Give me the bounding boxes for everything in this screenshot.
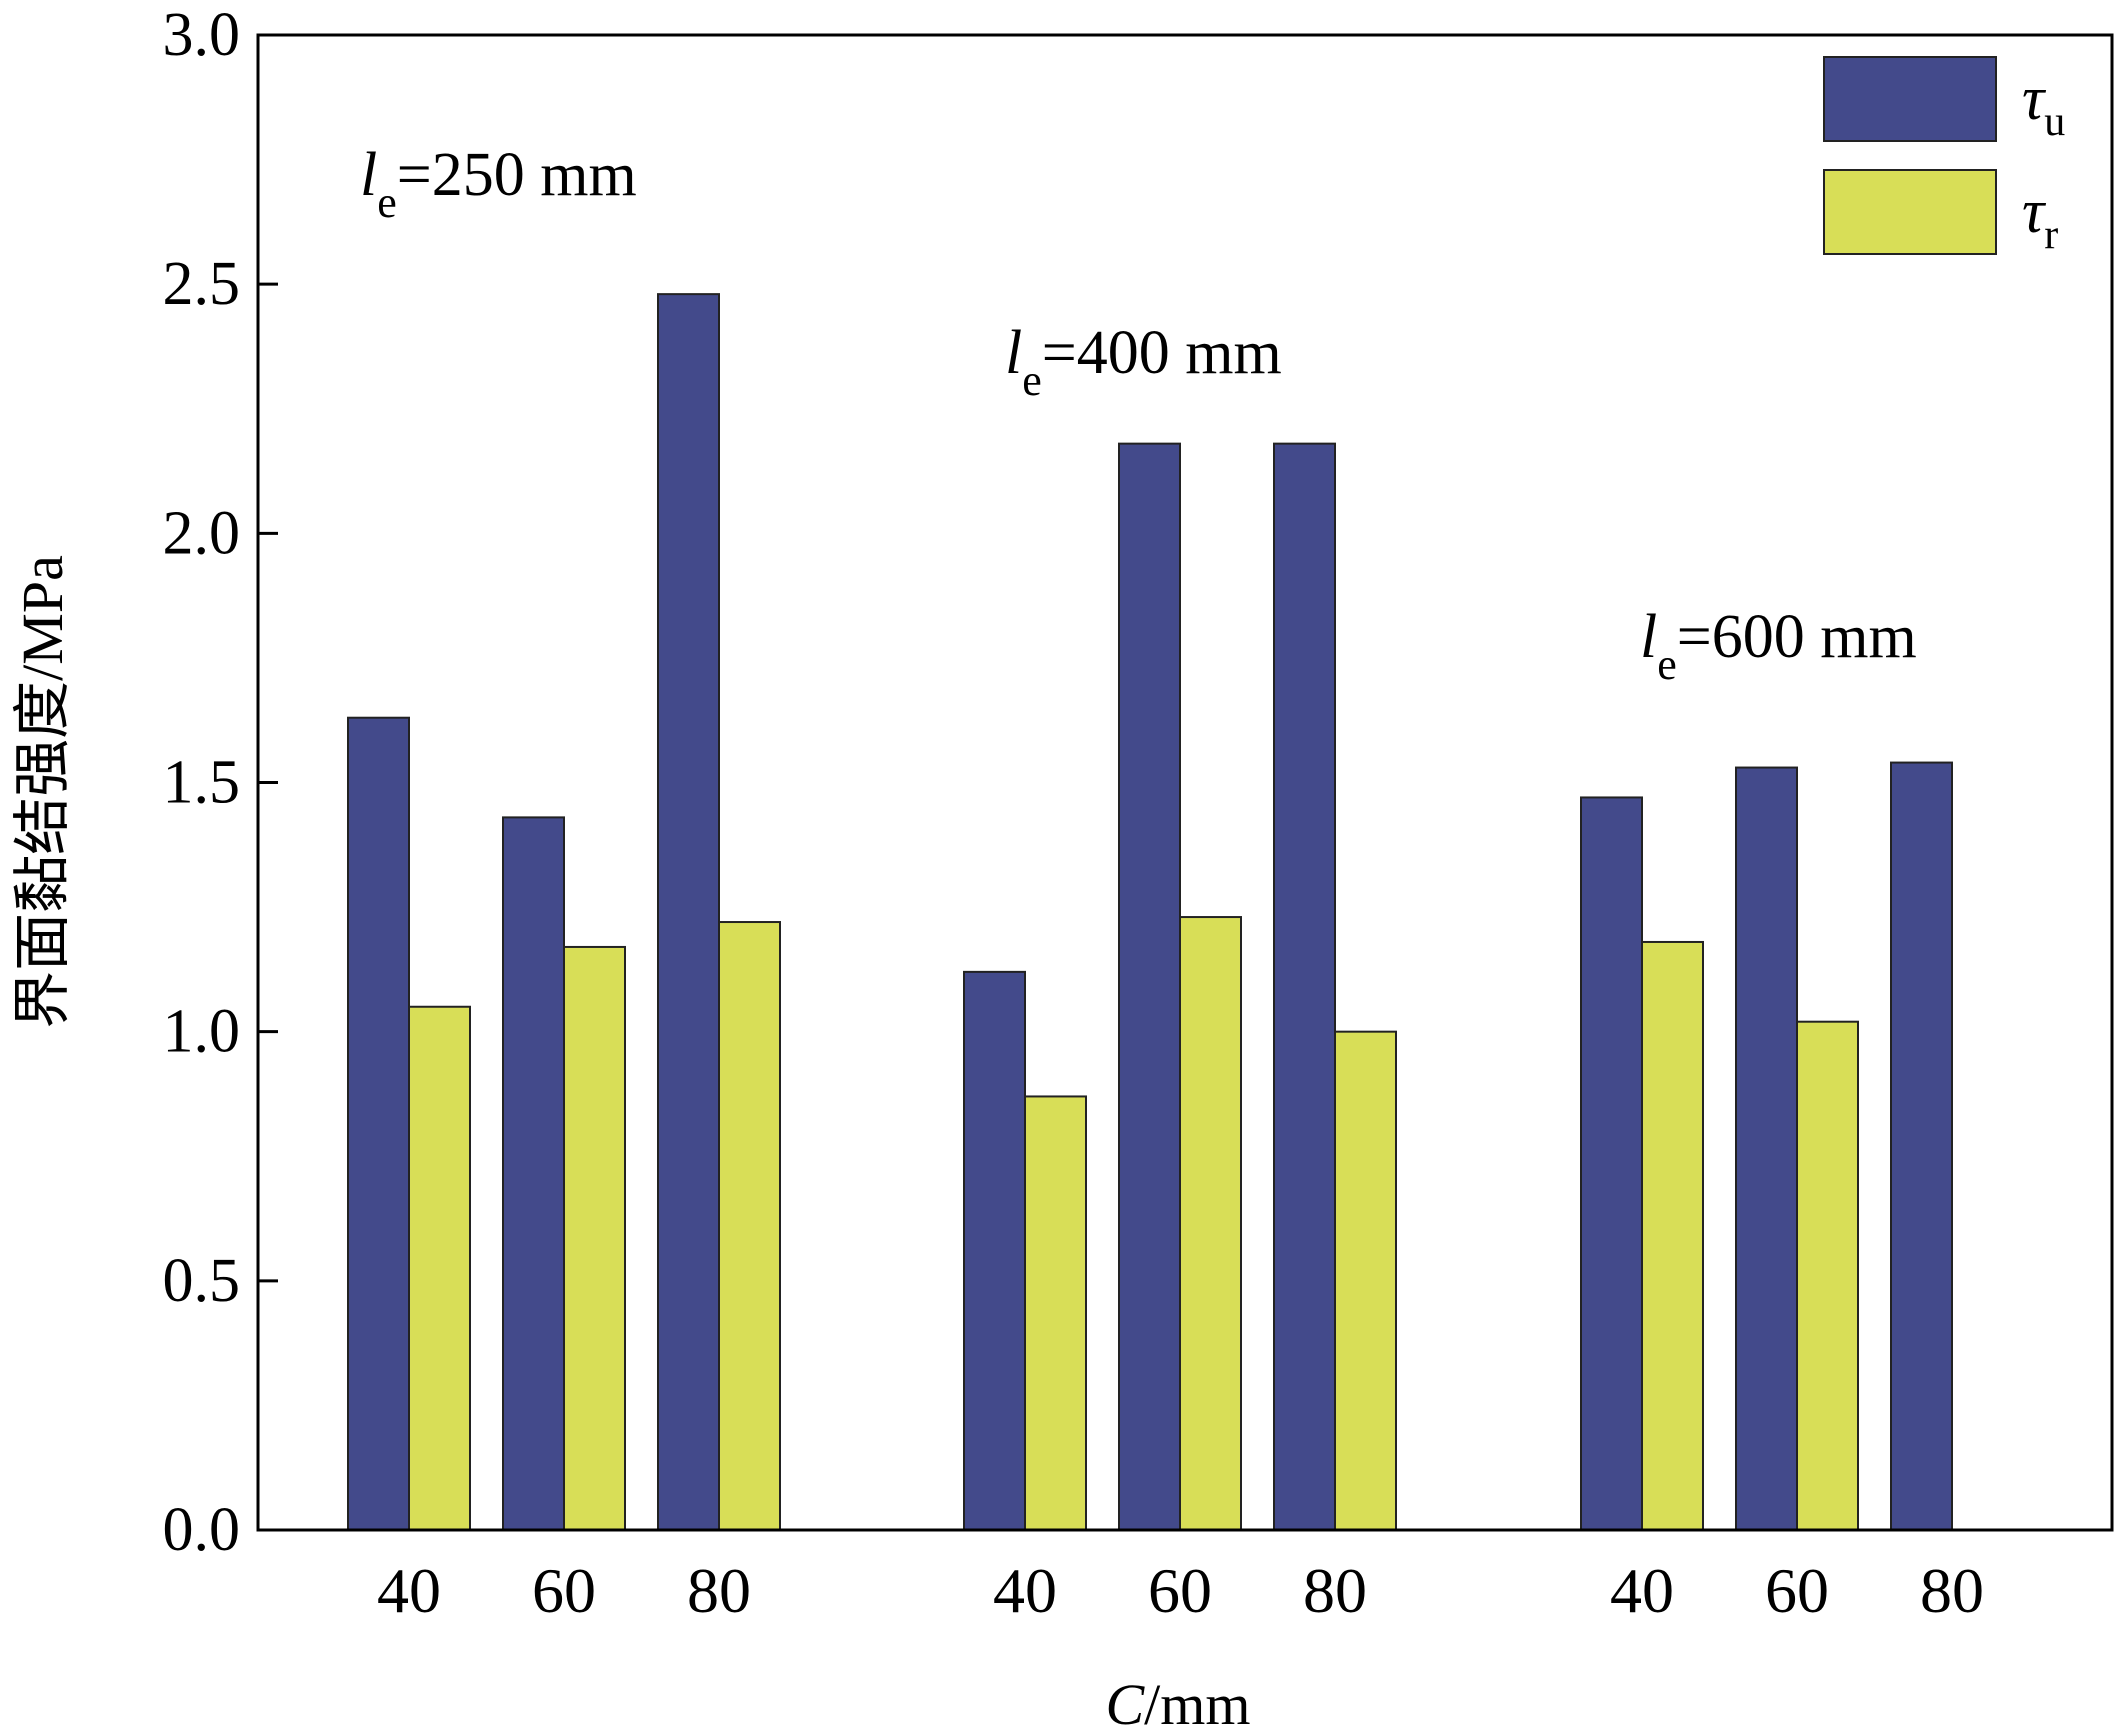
bar-tau-r xyxy=(408,1005,471,1531)
x-tick-label: 60 xyxy=(1765,1555,1829,1626)
x-tick-label: 80 xyxy=(1303,1555,1367,1626)
group-label-value: =250 mm xyxy=(397,141,637,209)
x-tick-label: 40 xyxy=(993,1555,1057,1626)
bar-tau-u xyxy=(1273,442,1336,1532)
legend-label: τu xyxy=(2022,65,2065,145)
bar-tau-r xyxy=(1179,916,1242,1531)
x-axis-label-symbol: C xyxy=(1105,1672,1145,1734)
legend-swatch xyxy=(1823,169,1997,255)
group-label: le=400 mm xyxy=(1005,319,1282,405)
bar-tau-u xyxy=(1118,442,1181,1532)
bar-tau-u xyxy=(347,716,410,1531)
y-tick-label: 1.5 xyxy=(163,749,241,817)
bar-tau-r xyxy=(718,921,781,1531)
y-tick-label: 0.0 xyxy=(163,1496,241,1564)
bar-tau-r xyxy=(1334,1030,1397,1531)
bars-layer xyxy=(347,293,1953,1532)
y-tick-label: 2.0 xyxy=(163,499,241,567)
x-tick-label: 80 xyxy=(687,1555,751,1626)
group-label-value: =600 mm xyxy=(1677,603,1917,671)
group-label-subscript: e xyxy=(1022,356,1042,405)
group-label-subscript: e xyxy=(1657,640,1677,689)
x-tick-label: 60 xyxy=(532,1555,596,1626)
bar-tau-u xyxy=(1735,766,1798,1531)
group-label-symbol: l xyxy=(360,141,377,209)
legend-label-subscript: r xyxy=(2044,212,2058,258)
x-tick-label: 80 xyxy=(1920,1555,1984,1626)
group-label-symbol: l xyxy=(1640,603,1657,671)
legend-swatch xyxy=(1823,56,1997,142)
group-label-symbol: l xyxy=(1005,319,1022,387)
bar-tau-u xyxy=(1580,796,1643,1531)
bar-tau-u xyxy=(1890,761,1953,1531)
legend-label-symbol: τ xyxy=(2022,65,2047,133)
bar-tau-r xyxy=(1641,940,1704,1531)
legend-label-symbol: τ xyxy=(2022,178,2047,246)
bar-tau-r xyxy=(563,945,626,1531)
legend-label: τr xyxy=(2022,178,2058,258)
bar-tau-u xyxy=(657,293,720,1532)
y-tick-label: 3.0 xyxy=(163,1,241,69)
bar-tau-u xyxy=(963,970,1026,1531)
group-label: le=600 mm xyxy=(1640,603,1917,689)
y-axis-label: 界面黏结强度/MPa xyxy=(10,555,75,1029)
x-axis: 40 60 80 40 60 80 40 60 80 xyxy=(377,1555,1984,1626)
x-tick-label: 40 xyxy=(377,1555,441,1626)
y-tick-label: 2.5 xyxy=(163,250,241,318)
bar-tau-u xyxy=(502,816,565,1531)
x-axis-label-unit: /mm xyxy=(1144,1672,1250,1734)
x-tick-label: 40 xyxy=(1610,1555,1674,1626)
y-tick-label: 0.5 xyxy=(163,1247,241,1315)
x-tick-label: 60 xyxy=(1148,1555,1212,1626)
group-label: le=250 mm xyxy=(360,141,637,227)
bar-tau-r xyxy=(1024,1095,1087,1531)
group-label-value: =400 mm xyxy=(1042,319,1282,387)
legend-label-subscript: u xyxy=(2044,99,2065,145)
bar-tau-r xyxy=(1796,1020,1859,1531)
x-axis-label: C/mm xyxy=(1105,1672,1250,1734)
y-tick-label: 1.0 xyxy=(163,998,241,1066)
y-axis: 0.0 0.5 1.0 1.5 2.0 2.5 3.0 xyxy=(163,1,278,1564)
group-label-subscript: e xyxy=(377,178,397,227)
